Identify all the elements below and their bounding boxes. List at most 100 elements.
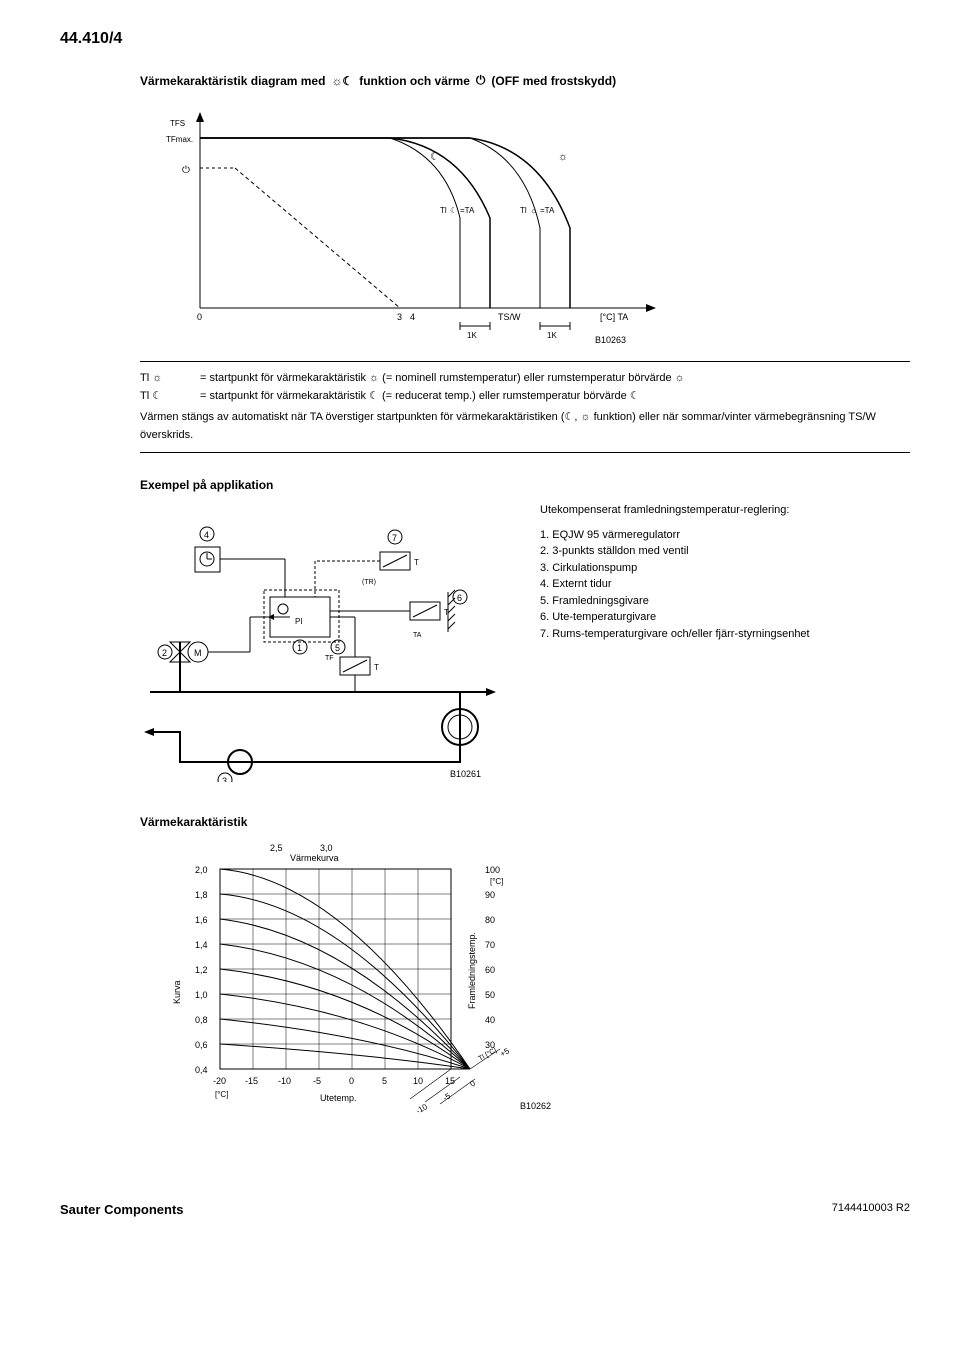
header-left: Värmekaraktäristik diagram med [140,74,325,88]
chart3-yl-5: 1,0 [195,990,208,1000]
footer-left: Sauter Components [60,1202,184,1217]
def2-left: Tl ☾ [140,388,200,406]
example-title: Exempel på applikation [140,478,910,492]
chart1-code: B10263 [595,335,626,345]
chart1-tl2: Tl [520,206,527,215]
legend-item: 5. Framledningsgivare [540,593,810,610]
chart3-x-2: -10 [278,1076,291,1086]
chart3-yl-8: 0,4 [195,1065,208,1075]
legend-item: 1. EQJW 95 värmeregulatorr [540,527,810,544]
schematic-n5: 5 [335,643,340,653]
schematic-PI: PI [295,617,303,626]
definitions-block: Tl ☼ = startpunkt för värmekaraktäristik… [140,361,910,453]
chart3-iso1: -5 [442,1091,453,1103]
chart1-xright: [°C] TA [600,312,628,322]
chart3-x-1: -15 [245,1076,258,1086]
moon-icon: ☾ [430,151,440,163]
chart-3: 2,0 1,8 1,6 1,4 1,2 1,0 0,8 0,6 0,4 Kurv… [140,839,910,1142]
def1-right: = startpunkt för värmekaraktäristik ☼ (=… [200,370,910,388]
chart3-yl-3: 1,4 [195,940,208,950]
schematic-n7: 7 [392,533,397,543]
chart1-tsw: TS/W [498,312,521,322]
chart1-1k-b: 1K [547,331,557,340]
chart1-x0: 0 [197,312,202,322]
chart3-yl-2: 1,6 [195,915,208,925]
chart1-tl1: Tl [440,206,447,215]
chart1-tlta1: =TA [460,206,475,215]
chart3-yl-6: 0,8 [195,1015,208,1025]
chart3-yr-2: 80 [485,915,495,925]
chart3-yleft-label: Kurva [172,981,182,1005]
chart3-yl-0: 2,0 [195,865,208,875]
schematic-n4: 4 [204,530,209,540]
chart3-code: B10262 [520,1101,551,1111]
chart3-yl-1: 1,8 [195,890,208,900]
schematic-TA: TA [413,632,422,639]
moon-icon: ☾ [450,206,457,215]
chart3-curve-25: 2,5 [270,843,283,853]
chart3-x-6: 10 [413,1076,423,1086]
chart3-x-7: 15 [445,1076,455,1086]
chart3-yr-1: 90 [485,890,495,900]
schematic-T5: T [374,663,379,672]
header-row: Värmekaraktäristik diagram med ☼☾ funkti… [140,73,910,88]
schematic-code: B10261 [450,769,481,779]
chart3-yl-7: 0,6 [195,1040,208,1050]
schematic-n3: 3 [222,776,227,782]
legend-item: 2. 3-punkts ställdon med ventil [540,543,810,560]
chart3-yr-unit: [°C] [490,877,503,886]
chart3-iso-p5: +5 [499,1046,512,1059]
def-note: Värmen stängs av automatiskt när TA över… [140,409,910,444]
chart3-title: Värmekaraktäristik [140,815,910,829]
chart3-yright-label: Framledningstemp. [467,932,477,1009]
chart3-yr-5: 50 [485,990,495,1000]
schematic-TF: TF [325,655,334,662]
power-icon: ⏻ [476,73,486,88]
chart3-yr-6: 40 [485,1015,495,1025]
power-icon: ⏻ [182,165,190,176]
chart1-x4: 4 [410,312,415,322]
footer-right: 7144410003 R2 [832,1202,910,1217]
chart3-x-0: -20 [213,1076,226,1086]
schematic-T7: T [414,558,419,567]
chart3-yr-3: 70 [485,940,495,950]
chart3-yr-0: 100 [485,865,500,875]
header-mid: funktion och värme [359,74,470,88]
chart3-x-3: -5 [313,1076,321,1086]
schematic-n1: 1 [297,643,302,653]
legend-item: 4. Externt tidur [540,576,810,593]
chart3-yr-4: 60 [485,965,495,975]
chart3-iso0: 0 [469,1079,478,1089]
sun-icon: ☼ [558,151,568,163]
schematic-n2: 2 [162,648,167,658]
legend-item: 6. Ute-temperaturgivare [540,609,810,626]
chart1-1k-a: 1K [467,331,477,340]
chart-1: TFS TFmax. ⏻ ☾ ☼ Tl ☾ =TA Tl [140,98,910,351]
schematic-diagram: M 2 3 [140,502,510,785]
header-right: (OFF med frostskydd) [491,74,616,88]
chart3-x-unit: [°C] [215,1090,228,1099]
schematic-TR: (TR) [362,579,376,586]
chart3-curve-30: 3,0 [320,843,333,853]
chart3-x-4: 0 [349,1076,354,1086]
sun-moon-icon: ☼☾ [331,74,353,88]
page-number: 44.410/4 [60,30,910,48]
def2-right: = startpunkt för värmekaraktäristik ☾ (=… [200,388,910,406]
chart3-yl-4: 1,2 [195,965,208,975]
chart1-tlta2: =TA [540,206,555,215]
chart3-x-5: 5 [382,1076,387,1086]
def1-left: Tl ☼ [140,370,200,388]
sun-icon: ☼ [530,206,537,215]
chart3-x-label: Utetemp. [320,1093,357,1103]
chart1-x3: 3 [397,312,402,322]
schematic-n6: 6 [457,593,462,603]
chart3-iso2: -10 [415,1102,430,1116]
chart3-curve-label: Värmekurva [290,853,339,863]
legend-title: Utekompenserat framledningstemperatur-re… [540,502,810,519]
legend-block: Utekompenserat framledningstemperatur-re… [540,502,810,642]
legend-item: 7. Rums-temperaturgivare och/eller fjärr… [540,626,810,643]
chart1-tfmax: TFmax. [166,135,193,144]
chart1-tfs: TFS [170,119,185,128]
schematic-M: M [194,648,202,658]
legend-item: 3. Cirkulationspump [540,560,810,577]
